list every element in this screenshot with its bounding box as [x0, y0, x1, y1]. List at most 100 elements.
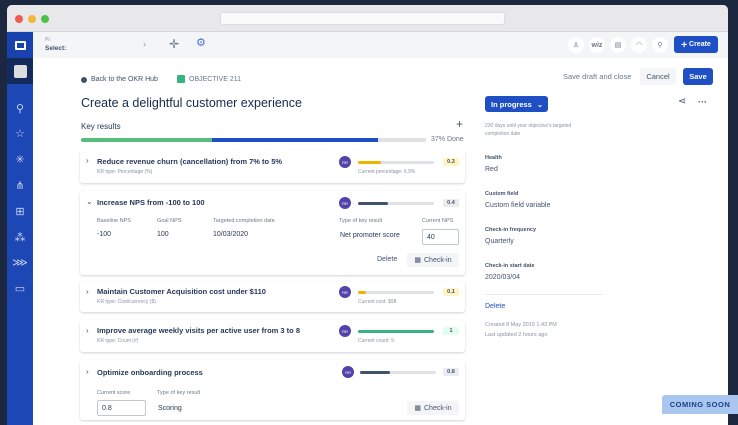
- current-nps-input[interactable]: 40: [422, 229, 459, 245]
- window-titlebar: [7, 5, 728, 32]
- owner-avatar: RR: [339, 156, 351, 168]
- date-label: Targeted completion date: [213, 218, 275, 224]
- owner-avatar: RR: [339, 286, 351, 298]
- kr-progress-bar: [358, 161, 434, 164]
- key-result-card[interactable]: › Improve average weekly visits per acti…: [80, 320, 465, 352]
- check-in-button[interactable]: ▦ Check-in: [407, 401, 459, 415]
- key-results-heading: Key results: [81, 122, 121, 131]
- top-bar: Pi: Select: › ✛ ⚙ ♙ wiz ▤ ◠ ⚲ ✛ Create: [33, 32, 728, 58]
- network-icon[interactable]: ✳: [15, 154, 25, 166]
- kr-type: KR type: Count (#): [97, 338, 139, 344]
- add-key-result-button[interactable]: +: [456, 117, 464, 131]
- kr-progress-bar: [358, 291, 434, 294]
- owner-avatar: RR: [339, 325, 351, 337]
- team-icon[interactable]: ⁂: [14, 232, 26, 244]
- owner-avatar: RR: [339, 197, 351, 209]
- health-value[interactable]: Red: [485, 166, 498, 173]
- cancel-button[interactable]: Cancel: [640, 68, 676, 85]
- key-result-card[interactable]: › Reduce revenue churn (cancellation) fr…: [80, 150, 465, 183]
- chevron-down-icon: ⌄: [536, 99, 544, 109]
- kr-title: Improve average weekly visits per active…: [97, 326, 301, 335]
- overall-progress-bar: [81, 138, 426, 142]
- delete-button[interactable]: Delete: [377, 256, 398, 263]
- calendar-icon: ▦: [414, 257, 421, 264]
- custom-field-value[interactable]: Custom field variable: [485, 202, 551, 209]
- kr-title: Increase NPS from -100 to 100: [97, 198, 205, 207]
- org-chart-icon[interactable]: ⊞: [15, 206, 25, 218]
- kr-title: Reduce revenue churn (cancellation) from…: [97, 157, 283, 166]
- checkin-frequency-label: Check-in frequency: [485, 227, 537, 233]
- clipboard-icon[interactable]: ▤: [610, 37, 626, 53]
- project-label: Pi:: [45, 37, 51, 43]
- key-result-card-expanded[interactable]: ⌄ Increase NPS from -100 to 100 RR 0.4 B…: [80, 191, 465, 275]
- sidebar: ⚲ ☆ ✳ ⋔ ⊞ ⁂ ⋙ ▭: [7, 32, 33, 425]
- goal-label: Goal NPS: [157, 218, 182, 224]
- user-menu[interactable]: wiz: [589, 37, 605, 53]
- star-icon[interactable]: ☆: [15, 128, 25, 140]
- score-badge: 1: [443, 327, 459, 335]
- kr-type-label: Type of key result: [339, 218, 383, 224]
- calendar-icon: ▦: [414, 405, 421, 412]
- kr-progress-bar: [358, 330, 434, 333]
- kr-title: Optimize onboarding process: [97, 368, 203, 377]
- checkin-start-label: Check-in start date: [485, 263, 535, 269]
- kr-type-value: Scoring: [158, 405, 182, 412]
- kr-type-value: Net promoter score: [340, 232, 400, 239]
- bell-icon[interactable]: ◠: [631, 37, 647, 53]
- score-badge: 0.4: [443, 199, 459, 207]
- search-icon[interactable]: ⚲: [15, 103, 25, 115]
- search-icon[interactable]: ⚲: [652, 37, 668, 53]
- baseline-value: -100: [97, 231, 112, 238]
- kr-current: Current percentage: 6.9%: [358, 169, 416, 175]
- kr-title: Maintain Customer Acquisition cost under…: [97, 287, 266, 296]
- coming-soon-banner: COMING SOON: [662, 395, 738, 414]
- score-badge: 0.8: [443, 368, 459, 376]
- more-options-icon[interactable]: ···: [698, 97, 707, 107]
- objective-id: OBJECTIVE 211: [177, 75, 241, 83]
- date-value: 10/03/2020: [213, 231, 249, 238]
- health-label: Health: [485, 155, 502, 161]
- save-draft-button[interactable]: Save draft and close: [563, 72, 632, 81]
- maximize-window-button[interactable]: [41, 15, 49, 23]
- people-icon[interactable]: ⋙: [12, 257, 28, 269]
- delete-objective-link[interactable]: Delete: [485, 303, 506, 310]
- share-icon[interactable]: ⋖: [678, 96, 687, 107]
- custom-field-label: Custom field: [485, 191, 519, 197]
- create-button[interactable]: ✛ Create: [674, 36, 718, 53]
- kr-current: Current count: 9: [358, 338, 394, 344]
- plus-icon[interactable]: ✛: [169, 37, 180, 51]
- archive-icon[interactable]: ▭: [14, 283, 26, 295]
- check-in-button[interactable]: ▦ Check-in: [407, 253, 459, 267]
- user-icon[interactable]: ♙: [568, 37, 584, 53]
- chevron-right-icon[interactable]: ›: [86, 287, 89, 296]
- baseline-label: Baseline NPS: [97, 218, 131, 224]
- updated-date: Last updated 2 hours ago: [485, 332, 548, 338]
- back-link[interactable]: Back to the OKR Hub: [81, 76, 158, 83]
- checkin-frequency-value[interactable]: Quarterly: [485, 238, 514, 245]
- kr-progress-bar: [360, 371, 436, 374]
- chevron-right-icon[interactable]: ›: [86, 156, 89, 165]
- project-select[interactable]: Select:: [45, 45, 67, 52]
- chevron-down-icon[interactable]: ⌄: [86, 197, 93, 206]
- status-dropdown[interactable]: In progress ⌄: [485, 96, 548, 112]
- created-date: Created 8 May 2019 1:43 PM: [485, 322, 557, 328]
- key-result-card-expanded[interactable]: › Optimize onboarding process RR 0.8 Cur…: [80, 360, 465, 420]
- close-window-button[interactable]: [15, 15, 23, 23]
- gears-icon[interactable]: ⚙: [196, 37, 206, 49]
- checkin-start-value[interactable]: 2020/03/04: [485, 274, 521, 281]
- current-nps-label: Current NPS: [422, 218, 454, 224]
- avatar[interactable]: [7, 58, 33, 84]
- hierarchy-icon[interactable]: ⋔: [15, 180, 25, 192]
- key-result-card[interactable]: › Maintain Customer Acquisition cost und…: [80, 281, 465, 312]
- chevron-right-icon[interactable]: ›: [86, 367, 89, 376]
- app-logo[interactable]: [7, 32, 33, 58]
- back-arrow-icon: [81, 76, 87, 83]
- minimize-window-button[interactable]: [28, 15, 36, 23]
- plus-icon: ✛: [681, 41, 688, 49]
- current-score-label: Current score: [97, 390, 131, 396]
- kr-type-label: Type of key result: [157, 390, 201, 396]
- address-bar[interactable]: [220, 12, 505, 25]
- chevron-right-icon[interactable]: ›: [143, 39, 146, 49]
- chevron-right-icon[interactable]: ›: [86, 326, 89, 335]
- save-button[interactable]: Save: [683, 68, 713, 85]
